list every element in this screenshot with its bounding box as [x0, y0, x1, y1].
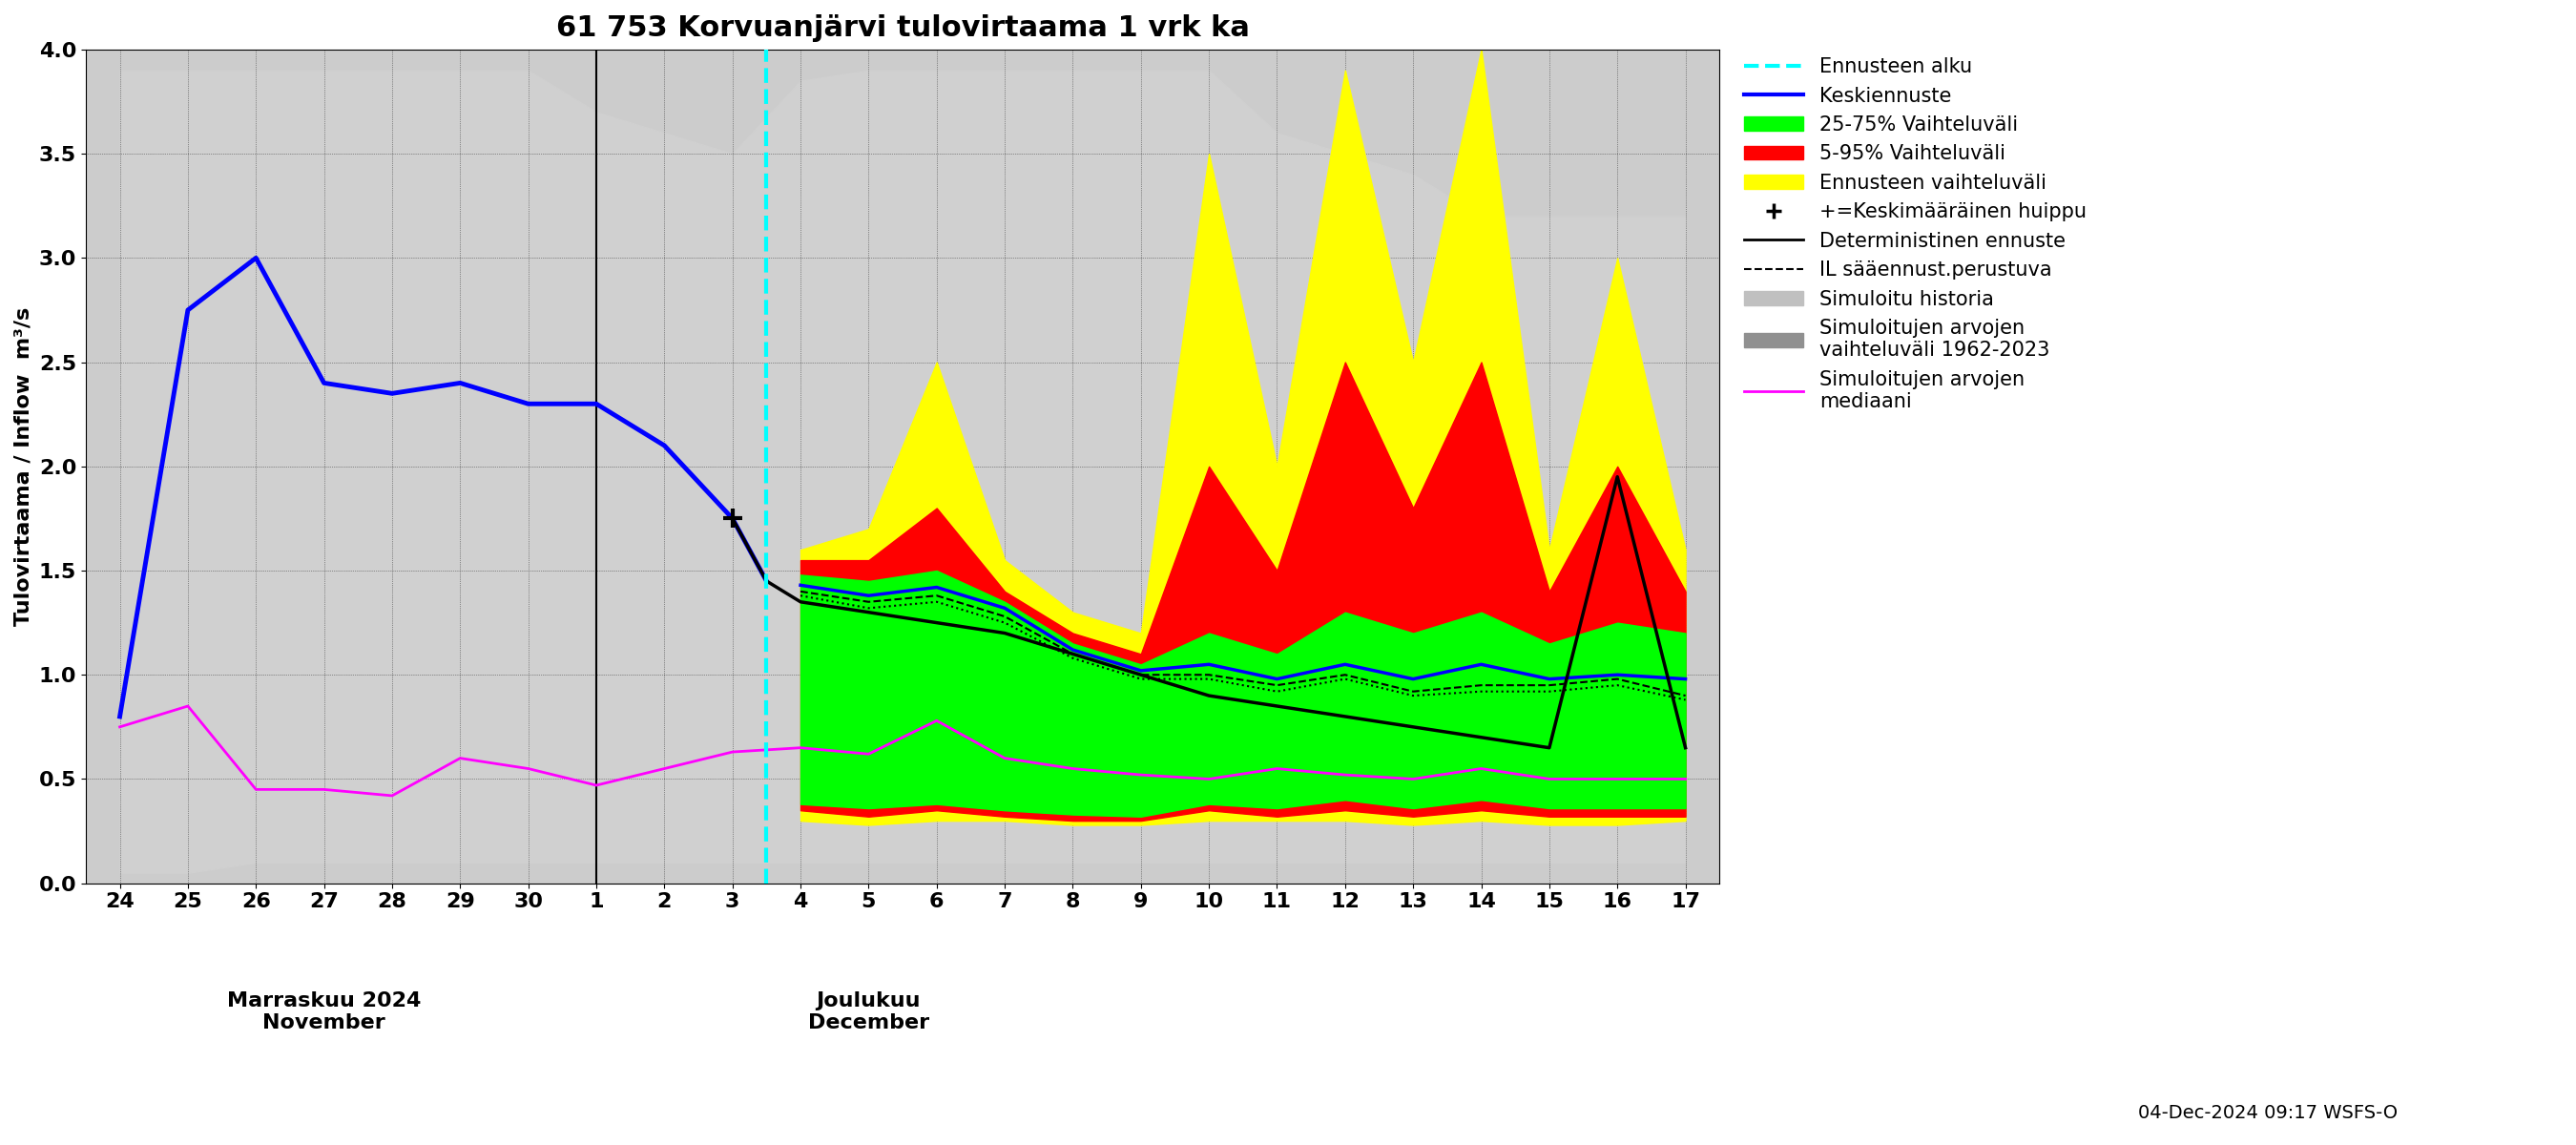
Y-axis label: Tulovirtaama / Inflow  m³/s: Tulovirtaama / Inflow m³/s [15, 307, 33, 626]
Text: Marraskuu 2024
November: Marraskuu 2024 November [227, 992, 420, 1033]
Text: Joulukuu
December: Joulukuu December [809, 992, 930, 1033]
Text: 04-Dec-2024 09:17 WSFS-O: 04-Dec-2024 09:17 WSFS-O [2138, 1104, 2398, 1122]
Title: 61 753 Korvuanjärvi tulovirtaama 1 vrk ka: 61 753 Korvuanjärvi tulovirtaama 1 vrk k… [556, 14, 1249, 42]
Legend: Ennusteen alku, Keskiennuste, 25-75% Vaihteluväli, 5-95% Vaihteluväli, Ennusteen: Ennusteen alku, Keskiennuste, 25-75% Vai… [1736, 49, 2094, 419]
